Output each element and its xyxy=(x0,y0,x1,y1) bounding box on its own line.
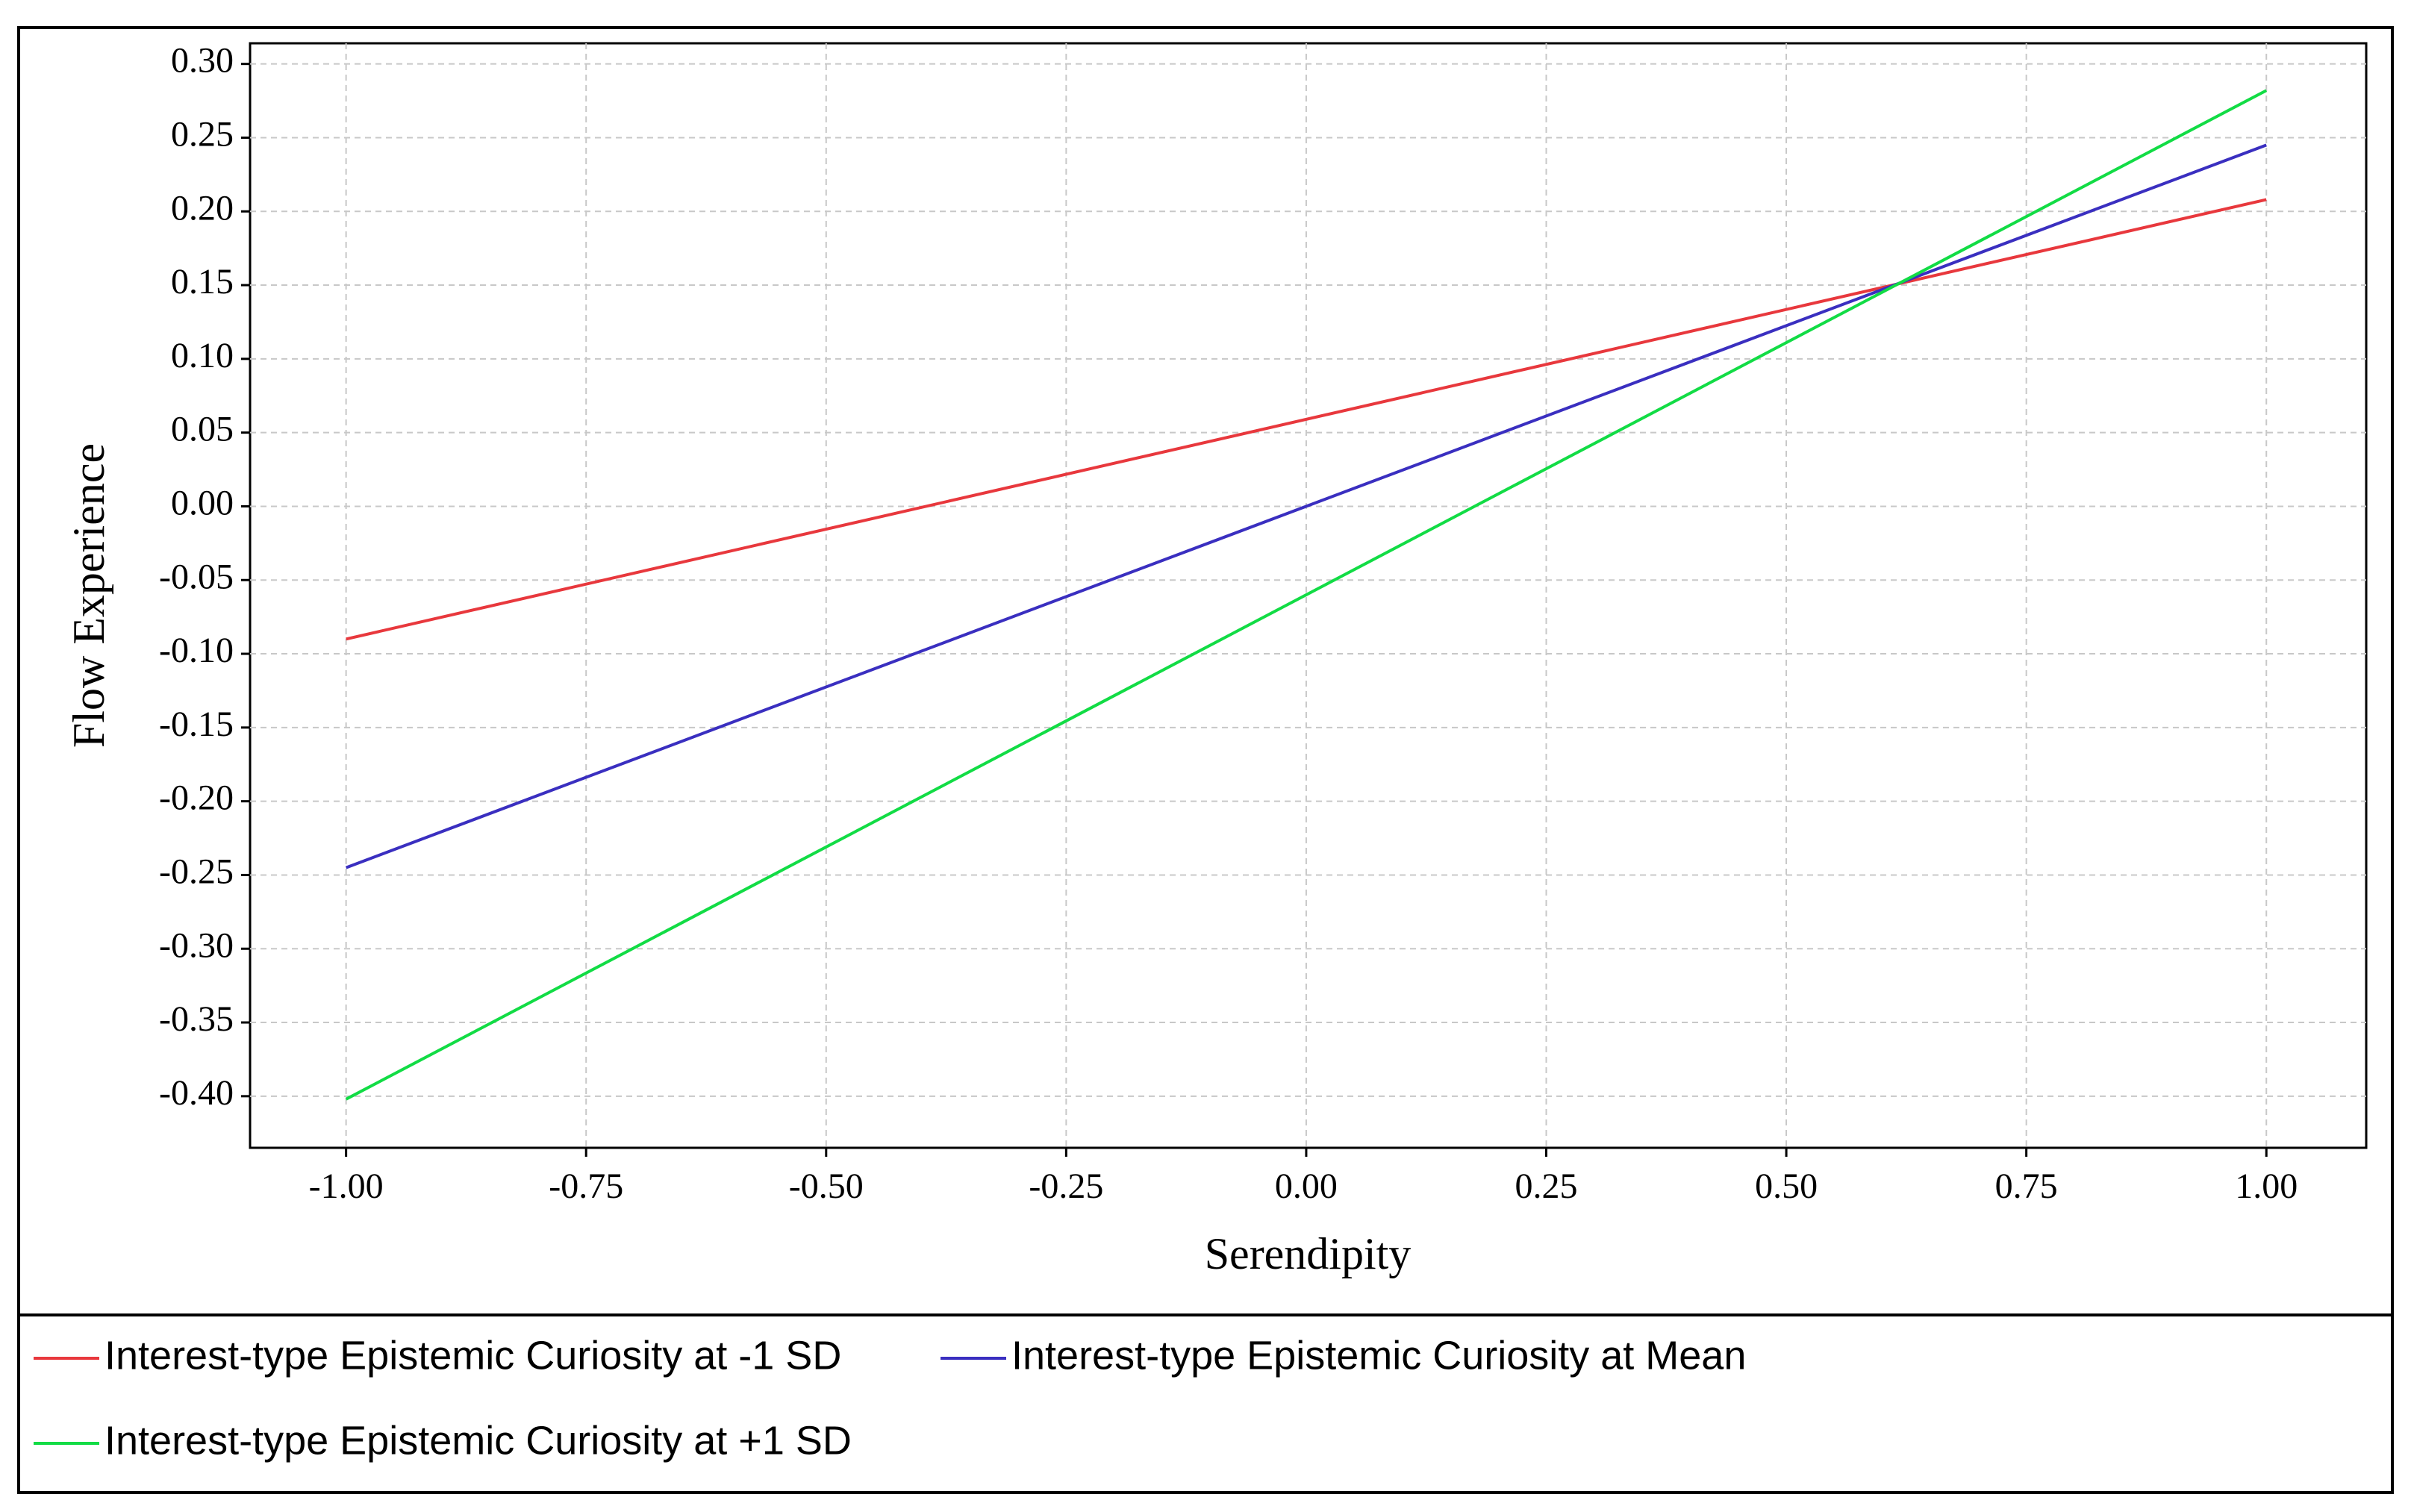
y-tick-label: 0.15 xyxy=(171,262,234,302)
y-tick-label: -0.25 xyxy=(159,852,234,891)
plot-area xyxy=(249,42,2368,1149)
y-tick-label: 0.20 xyxy=(171,188,234,228)
x-tick-label: 1.00 xyxy=(2235,1166,2298,1206)
y-tick-label: -0.15 xyxy=(159,705,234,744)
y-tick-label: -0.20 xyxy=(159,778,234,818)
y-tick-label: 0.10 xyxy=(171,336,234,375)
y-tick-label: -0.35 xyxy=(159,999,234,1039)
legend-label: Interest-type Epistemic Curiosity at Mea… xyxy=(1011,1333,1746,1378)
x-tick-label: 0.75 xyxy=(1995,1166,2058,1206)
y-axis-label: Flow Experience xyxy=(64,443,113,748)
legend-box xyxy=(17,1313,2394,1494)
x-tick-label: 0.00 xyxy=(1275,1166,1338,1206)
series-line xyxy=(345,89,2268,1101)
legend-label: Interest-type Epistemic Curiosity at +1 … xyxy=(105,1418,852,1463)
y-tick-label: -0.05 xyxy=(159,557,234,596)
series-line xyxy=(346,198,2267,641)
y-tick-label: 0.00 xyxy=(171,483,234,522)
x-axis-label: Serendipity xyxy=(1205,1229,1412,1278)
legend-label: Interest-type Epistemic Curiosity at -1 … xyxy=(105,1333,841,1378)
x-tick-label: 0.50 xyxy=(1755,1166,1818,1206)
y-tick-label: 0.05 xyxy=(171,410,234,449)
x-tick-label: -1.00 xyxy=(309,1166,384,1206)
x-tick-label: 0.25 xyxy=(1515,1166,1578,1206)
y-tick-label: -0.30 xyxy=(159,925,234,965)
x-tick-label: -0.50 xyxy=(789,1166,864,1206)
y-tick-label: -0.10 xyxy=(159,631,234,670)
x-tick-label: -0.25 xyxy=(1029,1166,1103,1206)
y-tick-label: 0.30 xyxy=(171,41,234,81)
x-tick-label: -0.75 xyxy=(549,1166,623,1206)
y-tick-label: -0.40 xyxy=(159,1073,234,1113)
series-line xyxy=(345,143,2267,869)
y-tick-label: 0.25 xyxy=(171,114,234,154)
